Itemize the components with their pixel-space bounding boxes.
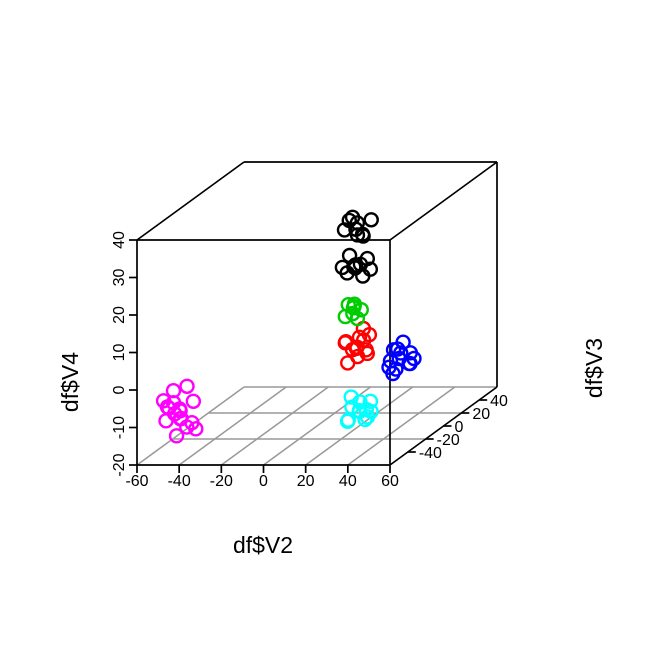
grid-line	[220, 386, 329, 466]
data-point	[337, 308, 353, 325]
y-tick-label: -40	[419, 445, 442, 462]
data-point	[340, 355, 356, 371]
x-tick-label: 20	[297, 473, 315, 490]
box-edge	[136, 161, 245, 241]
x-tick-label: 0	[259, 473, 268, 490]
y-axis-label: df$V3	[581, 338, 607, 398]
grid-line	[178, 386, 287, 466]
data-point	[393, 345, 409, 361]
data-points	[155, 209, 422, 444]
x-tick-label: -40	[168, 473, 191, 490]
data-point	[343, 389, 359, 405]
x-tick-label: -60	[125, 473, 148, 490]
data-point	[339, 413, 356, 430]
data-point	[185, 393, 202, 409]
cyan-cluster	[339, 389, 379, 430]
data-point	[362, 393, 379, 409]
data-point	[158, 413, 174, 429]
data-point	[344, 209, 361, 226]
z-tick-label: 0	[111, 385, 128, 394]
y-tick-label: 0	[455, 419, 464, 436]
z-tick-label: 10	[111, 344, 128, 362]
data-point	[385, 365, 401, 382]
data-point	[361, 327, 378, 343]
z-tick-label: 40	[111, 231, 128, 249]
z-tick-label: -10	[111, 416, 128, 439]
z-tick-label: -20	[111, 453, 128, 476]
data-point	[179, 419, 195, 435]
z-tick-label: 30	[111, 269, 128, 287]
magenta-cluster	[155, 378, 204, 444]
z-tick-label: 20	[111, 306, 128, 324]
box-edge	[389, 161, 498, 241]
data-point	[341, 247, 358, 264]
data-point	[346, 298, 362, 315]
green-cluster	[337, 296, 369, 327]
x-tick-label: -20	[210, 473, 233, 490]
data-point	[359, 250, 376, 267]
data-point	[389, 341, 406, 357]
x-tick-label: 40	[339, 473, 357, 490]
grid-line	[347, 386, 456, 466]
grid-line	[305, 386, 414, 466]
z-axis-label: df$V4	[57, 352, 83, 412]
y-tick-label: -20	[437, 432, 460, 449]
data-point	[362, 261, 379, 277]
data-point	[402, 355, 418, 372]
floor-grid	[136, 386, 497, 466]
data-point	[344, 342, 361, 358]
y-tick-label: 40	[490, 393, 508, 410]
black-cluster	[334, 209, 379, 284]
data-point	[336, 222, 353, 238]
data-point	[349, 227, 366, 243]
data-point	[363, 212, 379, 228]
data-point	[353, 302, 369, 318]
data-point	[344, 399, 360, 415]
x-tick-label: 60	[381, 473, 399, 490]
data-point	[355, 228, 371, 244]
box-frame	[136, 161, 498, 466]
y-tick-label: 20	[472, 406, 490, 423]
red-cluster	[337, 320, 378, 371]
data-point	[357, 411, 373, 428]
blue-cluster	[381, 334, 422, 382]
x-axis-label: df$V2	[233, 532, 293, 558]
data-point	[359, 409, 376, 425]
data-point	[159, 399, 176, 415]
data-point	[179, 378, 195, 394]
data-point	[168, 428, 185, 444]
data-point	[358, 401, 375, 418]
axis-ticks: -60 -40 -20 0 20 40 60-20-10010203040-40-20020…	[111, 231, 508, 490]
